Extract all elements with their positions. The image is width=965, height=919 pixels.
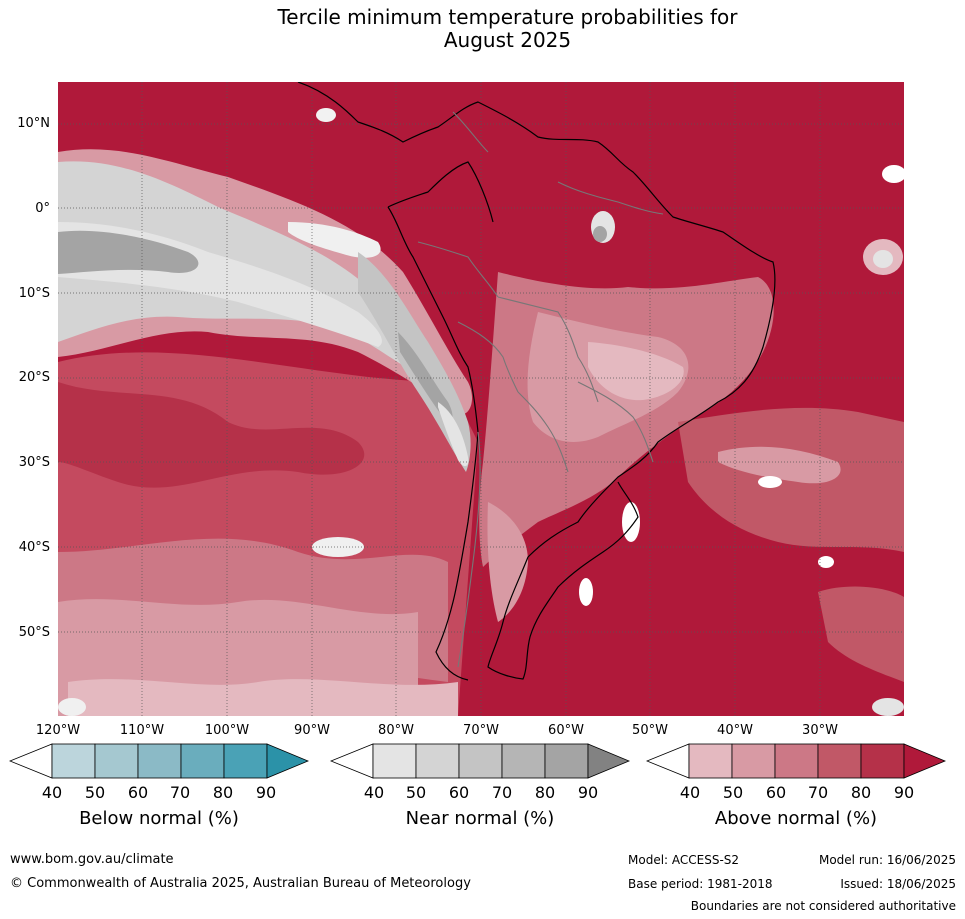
footer-website: www.bom.gov.au/climate xyxy=(10,852,174,867)
lon-label-70w: 70°W xyxy=(463,723,499,738)
cb3-tick-60: 60 xyxy=(765,783,787,802)
blob-atlantic-near xyxy=(873,250,893,268)
blob-white-south xyxy=(579,578,593,606)
colorbar-bin-40-50 xyxy=(372,743,417,779)
blob-white-atlantic xyxy=(758,476,782,488)
colorbar-extend-low xyxy=(330,743,374,779)
colorbar-extend-high xyxy=(587,743,630,779)
blob-near-amazon-core xyxy=(593,226,607,242)
colorbar-bin-60-70 xyxy=(774,743,819,779)
colorbar-extend-high xyxy=(903,743,946,779)
cb2-tick-90: 90 xyxy=(577,783,599,802)
lon-label-50w: 50°W xyxy=(632,723,668,738)
cb3-tick-70: 70 xyxy=(807,783,829,802)
lon-label-120w: 120°W xyxy=(35,723,81,738)
lon-label-90w: 90°W xyxy=(294,723,330,738)
colorbar-bin-60-70 xyxy=(137,743,182,779)
region-patagonia-light xyxy=(487,502,528,622)
lon-label-80w: 80°W xyxy=(378,723,414,738)
cb1-tick-70: 70 xyxy=(169,783,191,802)
footer-model-run: Model run: 16/06/2025 xyxy=(818,853,956,867)
region-eq-pacific-white xyxy=(288,222,381,258)
colorbar-above-normal xyxy=(646,743,946,779)
colorbar-bin-40-50 xyxy=(51,743,96,779)
lon-label-100w: 100°W xyxy=(204,723,250,738)
region-pacific-strong-1 xyxy=(58,382,365,488)
lat-label-50s: 50°S xyxy=(18,625,50,640)
cb3-tick-40: 40 xyxy=(679,783,701,802)
country-borders xyxy=(417,111,664,668)
lat-label-0: 0° xyxy=(35,201,50,216)
probability-map xyxy=(58,82,904,716)
colorbar-title-above: Above normal (%) xyxy=(714,808,878,829)
colorbar-bin-40-50 xyxy=(688,743,733,779)
colorbar-title-below: Below normal (%) xyxy=(79,808,239,829)
cb1-tick-40: 40 xyxy=(41,783,63,802)
cb2-tick-80: 80 xyxy=(534,783,556,802)
cb1-tick-90: 90 xyxy=(255,783,277,802)
colorbar-bin-70-80 xyxy=(817,743,862,779)
region-south-atlantic xyxy=(818,586,904,682)
lon-label-40w: 40°W xyxy=(717,723,753,738)
footer-base-period: Base period: 1981-2018 xyxy=(628,877,773,891)
cb2-tick-50: 50 xyxy=(405,783,427,802)
graticule xyxy=(58,82,904,716)
lat-label-40s: 40°S xyxy=(18,540,50,555)
colorbar-title-near: Near normal (%) xyxy=(405,808,555,829)
lat-label-30s: 30°S xyxy=(18,455,50,470)
lat-label-10s: 10°S xyxy=(18,286,50,301)
blob-white-ne xyxy=(882,165,904,183)
colorbar-bin-70-80 xyxy=(501,743,546,779)
blob-white-atlantic-2 xyxy=(818,556,834,568)
title-line-1: Tercile minimum temperature probabilitie… xyxy=(277,5,738,29)
map-canvas xyxy=(58,82,904,716)
colorbar-below-normal xyxy=(9,743,309,779)
colorbar-extend-high xyxy=(266,743,309,779)
cb2-tick-70: 70 xyxy=(491,783,513,802)
cb1-tick-50: 50 xyxy=(84,783,106,802)
footer-disclaimer: Boundaries are not considered authoritat… xyxy=(690,899,956,913)
blob-white-uruguay xyxy=(622,502,640,542)
cb3-tick-50: 50 xyxy=(722,783,744,802)
lon-label-60w: 60°W xyxy=(548,723,584,738)
colorbar-bin-60-70 xyxy=(458,743,503,779)
colorbar-bin-80-90 xyxy=(860,743,905,779)
title-line-2: August 2025 xyxy=(443,28,572,52)
colorbar-bin-80-90 xyxy=(223,743,268,779)
region-atlantic-light xyxy=(718,446,841,484)
cb1-tick-80: 80 xyxy=(212,783,234,802)
cb2-tick-60: 60 xyxy=(448,783,470,802)
cb1-tick-60: 60 xyxy=(127,783,149,802)
lon-label-110w: 110°W xyxy=(119,723,165,738)
footer-issued: Issued: 18/06/2025 xyxy=(840,877,956,891)
blob-white-sw xyxy=(58,698,86,716)
lat-label-20s: 20°S xyxy=(18,370,50,385)
colorbar-near-normal xyxy=(330,743,630,779)
coastline-east xyxy=(297,82,776,680)
colorbar-extend-low xyxy=(646,743,690,779)
region-pacific-far-south xyxy=(68,679,458,716)
cb3-tick-90: 90 xyxy=(893,783,915,802)
coastline-north xyxy=(387,161,494,223)
map-title: Tercile minimum temperature probabilitie… xyxy=(0,6,965,52)
colorbar-bin-50-60 xyxy=(415,743,460,779)
lon-label-30w: 30°W xyxy=(802,723,838,738)
region-peru-near-strong xyxy=(398,332,453,422)
cb2-tick-40: 40 xyxy=(363,783,385,802)
colorbar-extend-low xyxy=(9,743,53,779)
blob-white-1 xyxy=(316,108,336,122)
colorbar-bin-50-60 xyxy=(731,743,776,779)
footer-model: Model: ACCESS-S2 xyxy=(628,853,740,867)
blob-near-se xyxy=(872,698,904,716)
colorbar-bin-70-80 xyxy=(180,743,225,779)
colorbar-bin-50-60 xyxy=(94,743,139,779)
lat-label-10n: 10°N xyxy=(17,116,50,131)
region-eq-pacific-near-strong xyxy=(58,230,199,274)
cb3-tick-80: 80 xyxy=(850,783,872,802)
region-land-lightest xyxy=(588,342,684,401)
region-chile-near-light xyxy=(438,402,469,467)
footer-copyright: © Commonwealth of Australia 2025, Austra… xyxy=(10,876,471,891)
colorbar-bin-80-90 xyxy=(544,743,589,779)
